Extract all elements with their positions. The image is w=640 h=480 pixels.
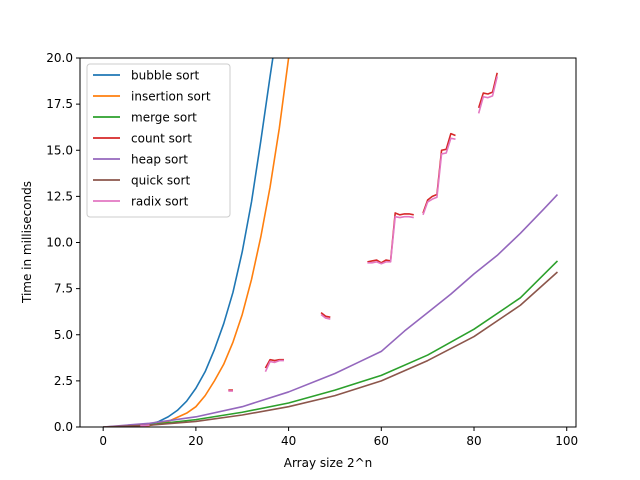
series-line-count-sort-seg-2 — [264, 358, 284, 369]
x-tick-label: 40 — [281, 434, 296, 448]
series-line-heap-sort — [103, 193, 559, 427]
y-tick-label: 17.5 — [46, 97, 73, 111]
y-tick-label: 7.5 — [54, 282, 73, 296]
series-line-count-sort-seg-6 — [477, 72, 498, 109]
series-line-radix-sort-seg-5 — [422, 137, 456, 216]
legend-label-heap-sort: heap sort — [131, 153, 188, 167]
legend-label-count-sort: count sort — [131, 132, 192, 146]
series-quick-sort — [103, 271, 558, 427]
y-tick-label: 15.0 — [46, 143, 73, 157]
legend-label-merge-sort: merge sort — [131, 111, 197, 125]
y-tick-label: 0.0 — [54, 420, 73, 434]
series-heap-sort — [103, 193, 559, 427]
x-tick-label: 60 — [374, 434, 389, 448]
x-tick-label: 100 — [555, 434, 578, 448]
series-line-radix-sort-seg-4 — [367, 215, 414, 265]
series-line-radix-sort-seg-3 — [320, 313, 331, 320]
legend-label-insertion-sort: insertion sort — [131, 90, 211, 104]
x-tick-label: 20 — [188, 434, 203, 448]
y-tick-label: 12.5 — [46, 189, 73, 203]
series-line-quick-sort — [103, 271, 558, 427]
series-radix-sort — [140, 76, 498, 427]
axis-layer: 0 20 40 60 80 100 0.0 2.5 5.0 7.5 10.0 12.5 15.0 17.5… — [46, 51, 578, 448]
y-tick-label: 5.0 — [54, 328, 73, 342]
x-tick-label: 0 — [99, 434, 107, 448]
y-tick-label: 10.0 — [46, 236, 73, 250]
series-line-count-sort-seg-3 — [320, 311, 331, 319]
legend-label-radix-sort: radix sort — [131, 195, 189, 209]
legend-box — [86, 63, 231, 218]
y-tick-label: 2.5 — [54, 374, 73, 388]
series-line-merge-sort — [103, 260, 559, 427]
legend-label-quick-sort: quick sort — [131, 174, 190, 188]
y-tick-label: 20.0 — [46, 51, 73, 65]
series-line-radix-sort-seg-6 — [477, 76, 498, 114]
series-layer — [103, 58, 559, 427]
x-axis-title: Array size 2^n — [284, 456, 373, 470]
x-tick-label: 80 — [466, 434, 481, 448]
legend-label-bubble-sort: bubble sort — [131, 69, 200, 83]
legend: bubble sort insertion sort merge sort count… — [86, 63, 231, 218]
series-merge-sort — [103, 260, 559, 427]
series-line-radix-sort-seg-2 — [264, 359, 284, 372]
y-axis-title: Time in milliseconds — [20, 181, 34, 304]
